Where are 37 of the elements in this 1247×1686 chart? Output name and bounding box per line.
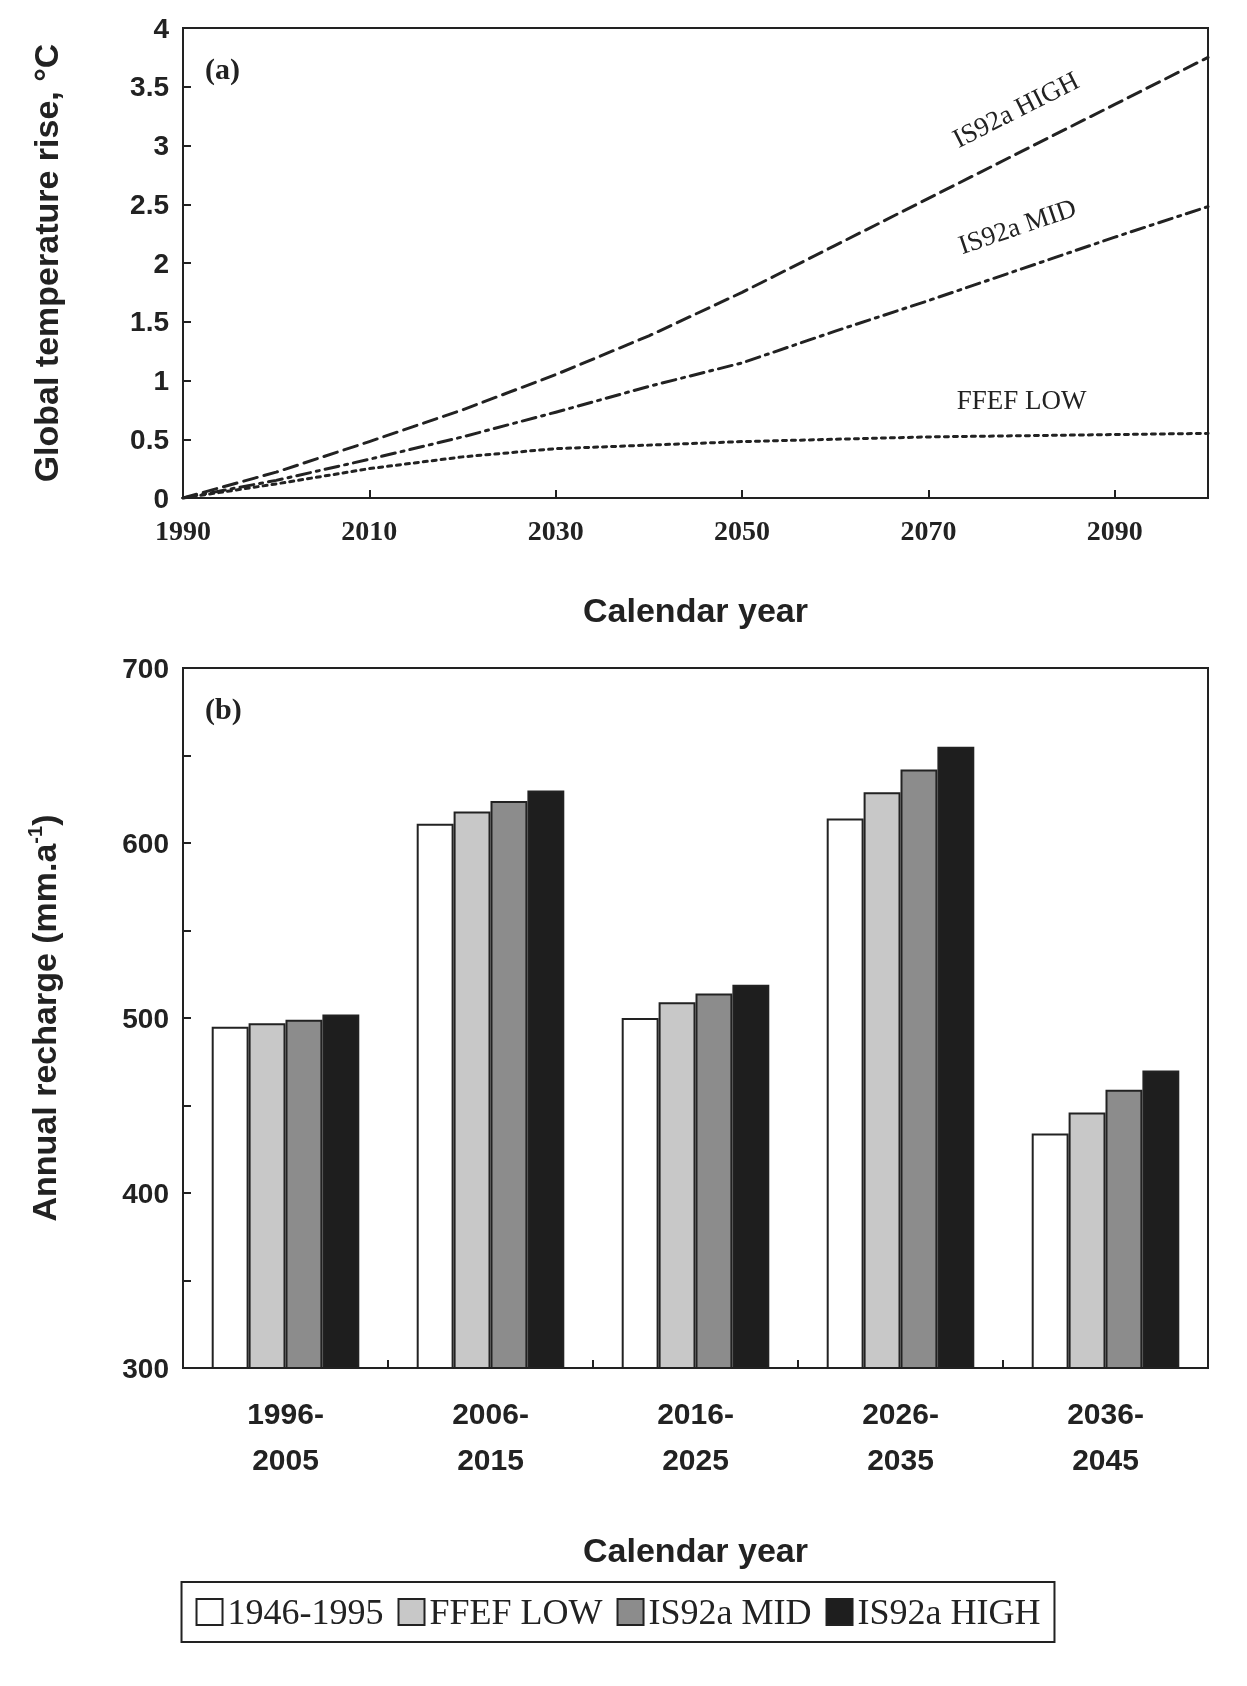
y-tick-label: 700 xyxy=(122,652,169,684)
legend-label: 1946-1995 xyxy=(227,1592,384,1632)
annotation: (a) xyxy=(205,51,240,86)
x-tick-label: 2010 xyxy=(341,514,398,546)
x-tick-label: 2050 xyxy=(714,514,771,546)
x-tick-label: 2016-2025 xyxy=(657,1396,734,1476)
x-axis-title: Calendar year xyxy=(583,591,808,629)
y-tick-label: 2.5 xyxy=(130,188,169,220)
x-tick-label: 2030 xyxy=(527,514,584,546)
y-tick-label: 1 xyxy=(153,365,169,396)
x-tick-label: 2090 xyxy=(1086,514,1143,546)
y-tick-label: 500 xyxy=(122,1002,169,1034)
y-tick-label: 1.5 xyxy=(130,306,169,338)
y-tick-label: 4 xyxy=(153,12,170,44)
y-tick-label: 0 xyxy=(153,482,169,514)
x-tick-label: 1996-2005 xyxy=(247,1396,324,1476)
x-tick-label: 2036-2045 xyxy=(1067,1396,1144,1476)
x-tick-label: 2026-2035 xyxy=(862,1396,939,1476)
y-tick-label: 3 xyxy=(153,130,169,161)
x-tick-label: 2070 xyxy=(900,514,957,546)
annotation: (b) xyxy=(205,691,242,726)
y-axis-title: Annual recharge (mm.a-1) xyxy=(24,814,63,1222)
series-label: FFEF LOW xyxy=(956,385,1088,416)
legend-label: IS92a MID xyxy=(648,1592,812,1632)
x-tick-label: 2006-2015 xyxy=(452,1396,529,1476)
y-axis-title: Global temperature rise, °C xyxy=(27,43,65,483)
legend-label: IS92a HIGH xyxy=(857,1592,1041,1632)
y-tick-label: 3.5 xyxy=(130,71,169,103)
x-tick-label: 1990 xyxy=(155,514,211,546)
y-tick-label: 400 xyxy=(122,1177,169,1209)
y-tick-label: 300 xyxy=(122,1352,169,1384)
text: IS92a MID xyxy=(954,192,1080,260)
y-tick-label: 600 xyxy=(122,827,169,859)
x-axis-title: Calendar year xyxy=(583,1531,808,1569)
y-tick-label: 0.5 xyxy=(130,423,169,455)
y-tick-label: 2 xyxy=(153,247,169,279)
legend-label: FFEF LOW xyxy=(429,1592,603,1632)
